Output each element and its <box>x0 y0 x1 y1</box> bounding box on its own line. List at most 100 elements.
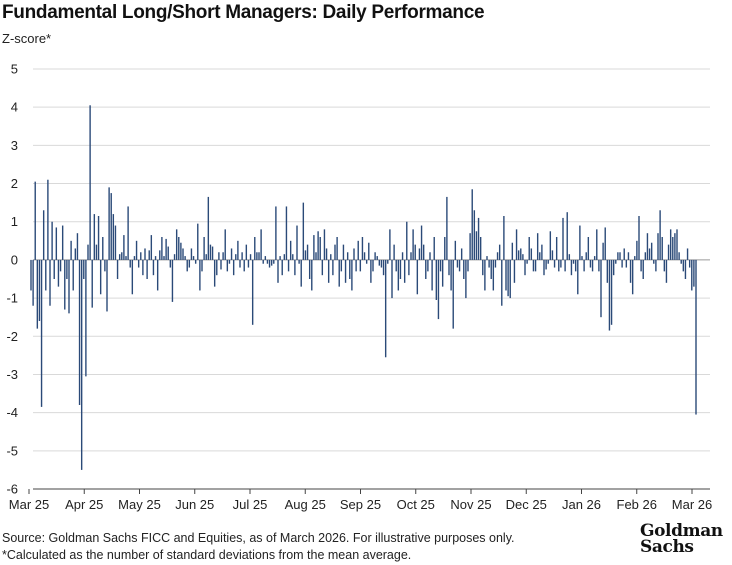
bar <box>167 246 169 260</box>
bar <box>125 256 127 260</box>
bar <box>444 237 446 260</box>
bar <box>612 259 615 276</box>
bar <box>254 237 256 260</box>
bar <box>560 259 562 268</box>
bar <box>258 252 260 260</box>
bar <box>693 259 695 287</box>
bar <box>676 229 678 260</box>
bar <box>659 210 661 260</box>
bar <box>587 237 590 260</box>
bar <box>636 240 638 260</box>
bar <box>382 259 385 276</box>
bar <box>45 259 47 291</box>
bar <box>572 259 575 264</box>
bar <box>522 254 524 260</box>
bar <box>118 254 121 260</box>
bar <box>232 259 235 276</box>
bar <box>211 246 214 260</box>
bar <box>137 259 140 268</box>
bar <box>653 259 655 264</box>
x-tick-label: Mar 25 <box>9 497 49 512</box>
bar <box>315 252 317 260</box>
bar <box>110 193 112 260</box>
bar <box>159 250 161 260</box>
bar <box>460 248 463 260</box>
bar <box>672 237 674 260</box>
bar <box>406 221 408 260</box>
bar <box>175 229 178 260</box>
y-tick-label: -6 <box>6 482 18 497</box>
bar <box>667 244 670 260</box>
bar <box>205 254 207 260</box>
bar <box>256 252 258 260</box>
bar <box>509 259 511 299</box>
bar <box>245 244 248 260</box>
bar <box>591 259 594 272</box>
bar <box>463 259 465 279</box>
bar <box>650 242 653 260</box>
bar <box>262 259 264 264</box>
bar <box>562 217 564 260</box>
bar <box>543 259 545 276</box>
bar <box>247 259 250 268</box>
bar <box>32 259 34 306</box>
bar <box>376 256 378 260</box>
bar <box>691 259 693 291</box>
source-note: Source: Goldman Sachs FICC and Equities,… <box>2 531 515 545</box>
bar <box>638 216 640 260</box>
bar <box>148 250 150 260</box>
bar <box>270 259 273 266</box>
bar <box>319 237 321 260</box>
bar <box>169 259 172 268</box>
bar <box>222 252 224 260</box>
bar <box>294 259 296 276</box>
bar <box>325 248 328 260</box>
bar <box>391 259 393 299</box>
bar <box>372 259 374 272</box>
bar <box>452 259 454 329</box>
bar <box>680 259 682 264</box>
bar <box>655 259 657 272</box>
bar <box>194 259 197 264</box>
bar <box>674 233 676 260</box>
bar <box>545 259 547 270</box>
bar <box>395 259 397 272</box>
bar <box>644 252 647 260</box>
bar <box>686 248 689 260</box>
bar <box>368 242 370 260</box>
bar <box>53 259 55 279</box>
bar <box>486 256 488 260</box>
bar <box>49 259 51 306</box>
bar <box>68 259 70 314</box>
bar <box>251 259 254 325</box>
bar <box>99 259 102 295</box>
bar <box>186 259 188 272</box>
x-tick-label: Dec 25 <box>506 497 547 512</box>
bar <box>108 187 110 260</box>
logo-line-2: Sachs <box>640 537 694 557</box>
bar <box>479 237 482 260</box>
bar <box>602 242 604 260</box>
bar <box>437 259 440 320</box>
bar <box>412 229 414 260</box>
bar <box>370 259 372 283</box>
bar <box>78 259 81 405</box>
bar <box>631 259 634 295</box>
bar <box>448 259 450 276</box>
bar <box>604 227 606 260</box>
bar <box>156 259 159 291</box>
bar <box>218 252 220 260</box>
bar <box>581 256 583 260</box>
bar <box>298 259 300 264</box>
bar <box>220 259 222 270</box>
bar <box>534 259 537 272</box>
bar <box>378 259 381 266</box>
bar <box>596 229 598 260</box>
bar <box>490 259 492 279</box>
bar <box>422 244 425 260</box>
x-tick-label: Apr 25 <box>65 497 103 512</box>
bar <box>275 206 277 260</box>
bar <box>42 210 45 260</box>
bar <box>349 259 351 279</box>
bar <box>526 259 528 264</box>
